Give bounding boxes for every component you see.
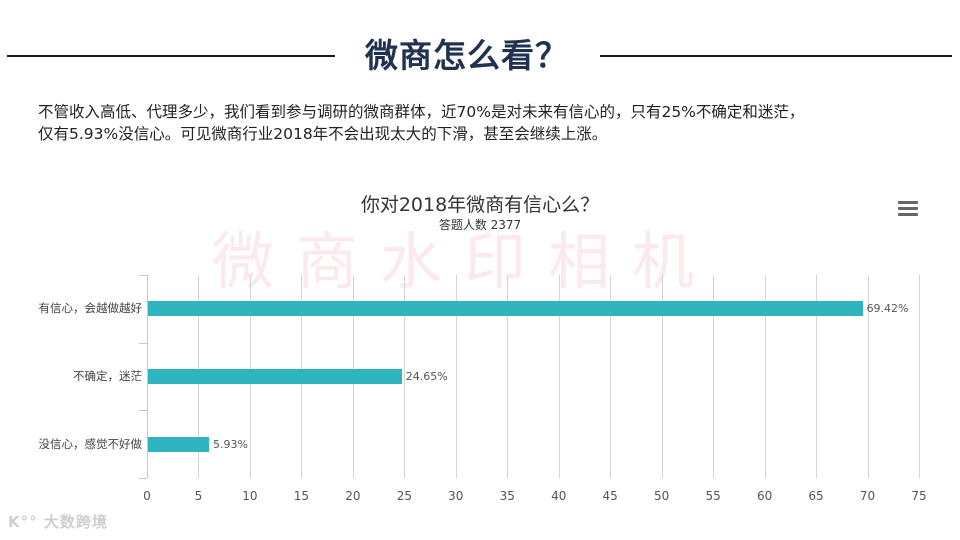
menu-line [898,201,918,204]
x-axis-tick-label: 70 [859,489,876,503]
x-axis-tick-label: 30 [448,489,464,503]
category-label: 有信心，会越做越好 [38,301,143,316]
chart-plot-area: 69.42% 24.65% 5.93% [139,275,920,479]
x-axis-tick-label: 0 [143,489,151,503]
x-axis-tick-label: 15 [293,489,310,503]
x-axis-tick-label: 35 [499,489,515,503]
y-axis-tick [139,275,147,276]
bar-value-label: 24.65% [405,370,448,383]
x-axis-tick-label: 40 [551,489,567,503]
y-axis-tick [139,342,147,344]
gridline [610,275,612,478]
x-axis-tick-label: 25 [396,489,412,503]
intro-paragraph: 不管收入高低、代理多少，我们看到参与调研的微商群体，近70%是对未来有信心的，只… [38,101,938,145]
y-axis [147,275,148,478]
gridline [713,275,715,478]
x-axis-tick-label: 20 [345,489,361,503]
gridline [764,275,766,478]
heading-rule-left [7,55,335,57]
menu-line [898,207,918,210]
bar[interactable] [148,369,402,384]
chart-title: 你对2018年微商有信心么？ [360,194,600,216]
page-title: 微商怎么看？ [365,36,569,75]
heading-rule-right [600,55,952,57]
intro-line-2: 仅有5.93%没信心。可见微商行业2018年不会出现太大的下滑，甚至会继续上涨。 [38,125,608,143]
bar-value-label: 5.93% [213,437,248,451]
gridline [867,275,869,478]
gridline [558,275,560,478]
menu-line [898,213,918,216]
x-axis-tick-label: 60 [756,489,773,503]
x-axis-tick-label: 45 [602,489,618,503]
category-label: 不确定，迷茫 [73,369,142,383]
y-axis-tick [139,410,147,412]
gridline [455,275,457,478]
bar[interactable] [148,301,863,317]
gridline [661,275,663,478]
x-axis-tick-label: 10 [242,489,258,503]
x-axis-tick-label: 50 [654,489,670,503]
gridline [816,275,818,478]
x-axis-tick-label: 55 [705,489,721,503]
x-axis-tick-label: 65 [808,489,824,503]
y-axis-tick [139,478,147,479]
gridline [404,275,406,478]
intro-line-1: 不管收入高低、代理多少，我们看到参与调研的微商群体，近70%是对未来有信心的，只… [38,103,805,121]
x-axis-tick-label: 75 [911,489,927,503]
gridline [507,275,509,478]
gridline [919,275,920,478]
x-axis-tick-label: 5 [194,489,203,503]
category-label: 没信心，感觉不好做 [38,436,143,451]
bar-value-label: 69.42% [866,302,909,316]
footer-logo: K°° 大数跨境 [8,513,108,531]
bar[interactable] [148,436,210,452]
chart-subtitle: 答题人数 2377 [438,218,522,232]
hamburger-menu-icon[interactable] [898,201,918,217]
